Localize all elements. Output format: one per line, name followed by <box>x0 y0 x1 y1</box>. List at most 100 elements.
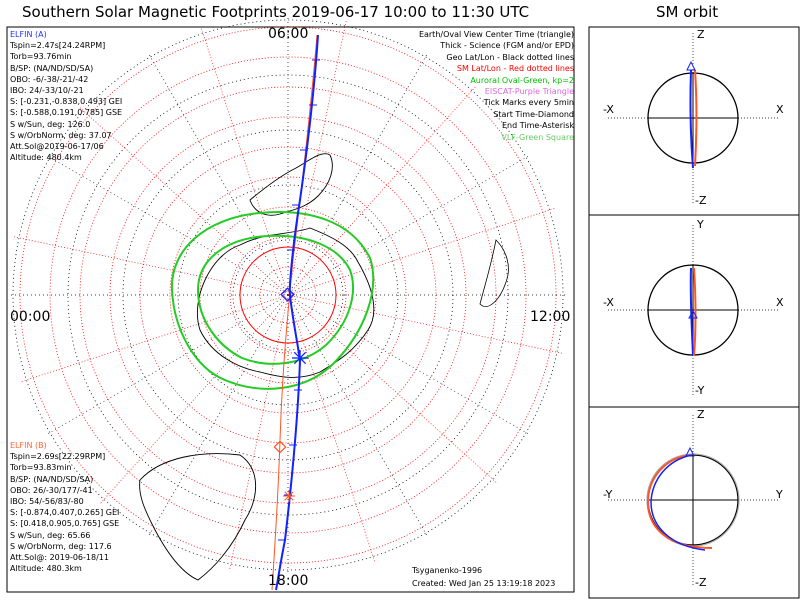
plot-title: Southern Solar Magnetic Footprints 2019-… <box>22 3 530 21</box>
elfin-b-track <box>271 34 318 591</box>
geo-lon-line <box>45 294 289 436</box>
elfin-b-s-gse: S: [0.418,0.905,0.765] GSE <box>10 519 120 529</box>
sm-lat-circle <box>169 176 407 414</box>
geo-lon-line <box>287 294 531 436</box>
geo-lon-line <box>147 52 289 296</box>
elfin-b-info: ELFIN (B) Tspin=2.69s[22.29RPM] Torb=93.… <box>10 440 119 574</box>
legend-item: SM Lat/Lon - Red dotted lines <box>456 64 574 74</box>
elfin-b-orbnorm-angle: S w/OrbNorm, deg: 117.6 <box>10 541 112 551</box>
elfin-b-obo: OBO: 26/-30/177/-41 <box>10 485 93 495</box>
elfin-a-obo: OBO: -6/-38/-21/-42 <box>10 74 89 84</box>
sm1-elfin-b-orbit <box>694 69 698 167</box>
elfin-b-attitude: Att.Sol@: 2019-06-18/11 <box>10 553 109 563</box>
legend-item: Auroral Oval-Green, kp=2 <box>470 75 574 85</box>
mlt-label-left: 00:00 <box>10 309 51 325</box>
legend-item: EISCAT-Purple Triangle <box>484 87 574 97</box>
elfin-b-bsp: B/SP: (NA/ND/SD/SA) <box>10 474 94 484</box>
elfin-b-altitude: Altitude: 480.3km <box>10 564 82 574</box>
sm-pole-circle <box>239 246 337 344</box>
model-label: Tsyganenko-1996 <box>412 566 483 575</box>
mlt-label-bottom: 18:00 <box>268 573 309 589</box>
sm-lon-line <box>229 294 289 569</box>
elfin-a-name: ELFIN (A) <box>10 30 47 39</box>
elfin-a-sun-angle: S w/Sun, deg: 126.0 <box>10 119 91 129</box>
geo-lat-circle <box>177 184 399 406</box>
elfin-b-s-gei: S: [-0.874,0.407,0.265] GEI <box>10 508 120 518</box>
elfin-b-end-asterisk <box>284 491 294 501</box>
legend-item: Start Time-Diamond <box>493 109 574 119</box>
elfin-a-bsp: B/SP: (NA/ND/SD/SA) <box>10 63 94 73</box>
sm2-bottom-label: -Y <box>695 384 705 397</box>
elfin-b-start-diamond <box>273 440 287 454</box>
elfin-a-s-gse: S: [-0.588,0.191,0.785] GSE <box>10 108 123 118</box>
elfin-b-torb: Torb=93.83min <box>10 463 72 473</box>
sm-lat-circle <box>229 236 347 354</box>
sm1-top-label: Z <box>697 28 705 41</box>
sm-lat-circle <box>49 56 527 534</box>
legend: Earth/Oval View Center Time (triangle) T… <box>419 29 574 143</box>
mlt-label-right: 12:00 <box>530 309 571 325</box>
sm2-left-label: -X <box>603 296 614 309</box>
legend-item: Tick Marks every 5min <box>483 98 574 108</box>
auroral-oval-inner <box>196 234 354 365</box>
sm-lon-line <box>14 236 289 296</box>
geo-lon-line <box>287 294 429 538</box>
elfin-a-torb: Torb=93.76min <box>10 52 72 62</box>
sm-lat-circle <box>109 116 467 474</box>
geo-lon-line <box>147 294 289 538</box>
australia-outline <box>249 153 333 216</box>
legend-item: Thick - Science (FGM and/or EPD) <box>440 41 574 51</box>
geo-lon-line <box>287 52 429 296</box>
geo-lat-circle <box>12 19 564 571</box>
elfin-b-ibo: IBO: 54/-56/83/-80 <box>10 497 84 507</box>
sm1-elfin-a-orbit <box>689 69 694 169</box>
south-america-outline <box>139 453 256 581</box>
southern-africa-outline <box>479 239 509 307</box>
elfin-b-sun-angle: S w/Sun, deg: 65.66 <box>10 530 91 540</box>
geo-lon-line <box>45 154 289 296</box>
sm-lon-line <box>287 294 375 562</box>
elfin-a-s-gei: S: [-0.231,-0.838,0.493] GEI <box>10 97 123 107</box>
legend-item: Earth/Oval View Center Time (triangle) <box>418 30 574 39</box>
sm-panel-frame <box>588 26 800 599</box>
sm3-top-label: Z <box>697 408 705 421</box>
sm-orbit-title: SM orbit <box>656 3 719 21</box>
sm2-view-triangle <box>688 309 698 319</box>
elfin-a-altitude: Altitude: 480.4km <box>10 153 82 163</box>
elfin-a-end-asterisk <box>293 351 307 365</box>
antarctica-outline <box>196 227 375 378</box>
geo-lon-line <box>287 154 531 296</box>
sm2-elfin-b-orbit <box>693 267 697 357</box>
map-frame <box>6 26 575 593</box>
sm2-right-label: X <box>776 296 784 309</box>
sm3-elfin-b-orbit <box>646 454 713 549</box>
sm-lon-line <box>287 294 562 354</box>
mlt-label-top: 06:00 <box>268 26 309 42</box>
sm-lon-line <box>287 294 497 483</box>
sm3-view-triangle <box>685 446 695 457</box>
sm1-right-label: X <box>776 103 784 116</box>
sm1-bottom-label: -Z <box>695 194 707 207</box>
sm3-left-label: -Y <box>603 488 613 501</box>
geo-lat-circle <box>232 239 344 351</box>
legend-item: VLF-Green Square <box>501 132 574 142</box>
elfin-b-tspin: Tspin=2.69s[22.29RPM] <box>10 452 106 462</box>
elfin-a-info: ELFIN (A) Tspin=2.47s[24.24RPM] Torb=93.… <box>10 29 122 163</box>
sm1-left-label: -X <box>603 103 614 116</box>
sm-lon-line <box>100 294 289 504</box>
elfin-a-track <box>275 34 319 591</box>
sm3-right-label: Y <box>776 488 783 501</box>
auroral-oval-outer <box>170 211 375 390</box>
created-label: Created: Wed Jan 25 13:19:18 2023 <box>412 579 556 588</box>
legend-item: End Time-Asterisk <box>501 121 574 131</box>
elfin-a-ibo: IBO: 24/-33/10/-21 <box>10 86 84 96</box>
elfin-b-name: ELFIN (B) <box>10 441 47 450</box>
sm1-view-triangle <box>686 60 696 71</box>
elfin-a-start-diamond <box>280 287 295 302</box>
legend-item: Geo Lat/Lon - Black dotted lines <box>446 52 574 62</box>
elfin-a-tspin: Tspin=2.47s[24.24RPM] <box>10 41 106 51</box>
sm2-top-label: Y <box>697 218 704 231</box>
sm3-elfin-a-orbit <box>650 454 706 551</box>
